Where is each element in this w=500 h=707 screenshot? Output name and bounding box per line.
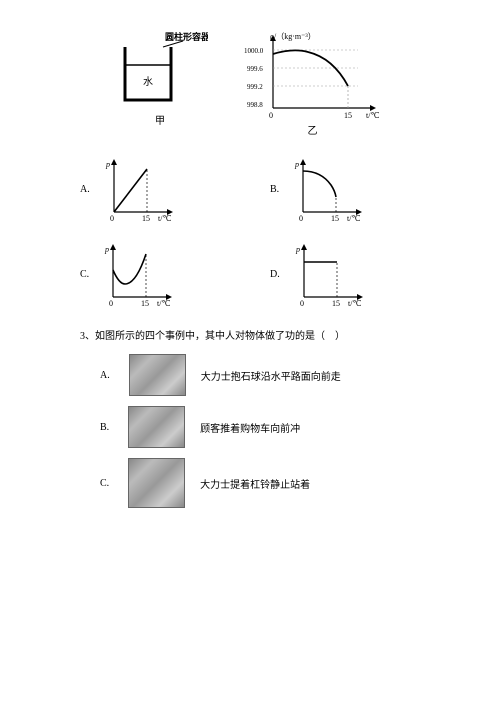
xtick-0: 0	[269, 111, 273, 120]
option-b-label: B.	[270, 184, 279, 195]
opt-b-x1: 15	[331, 214, 339, 222]
q3-option-b: B. 顾客推着购物车向前冲	[100, 406, 420, 448]
opt-c-ylabel: p	[104, 245, 109, 254]
opt-d-xlabel: t/℃	[348, 299, 361, 307]
opt-b-xlabel: t/℃	[347, 214, 360, 222]
opt-b-ylabel: p	[294, 160, 299, 169]
option-c-label: C.	[80, 269, 89, 280]
caption-yi: 乙	[308, 122, 318, 137]
q3-a-label: A.	[100, 370, 110, 381]
caption-jia: 甲	[155, 112, 165, 127]
density-graph-svg: ρ/（kg·m⁻³） 1000.0 999.6 999.2 998.8 0 15…	[238, 30, 388, 120]
opt-a-x1: 15	[142, 214, 150, 222]
figure-density-graph: ρ/（kg·m⁻³） 1000.0 999.6 999.2 998.8 0 15…	[238, 30, 388, 137]
figure-container: 圆柱形容器 水 甲	[113, 30, 208, 137]
option-b-chart: p 0 15 t/℃	[291, 157, 366, 222]
density-xlabel: t/℃	[366, 111, 379, 120]
opt-b-x0: 0	[299, 214, 303, 222]
option-a-chart: p 0 15 t/℃	[102, 157, 177, 222]
option-c: C. p 0 15 t/℃	[80, 242, 230, 307]
q3-a-image	[129, 354, 186, 396]
density-ylabel: ρ/（kg·m⁻³）	[270, 32, 316, 41]
container-svg: 圆柱形容器 水	[113, 30, 208, 110]
opt-a-x0: 0	[110, 214, 114, 222]
opt-c-xlabel: t/℃	[157, 299, 170, 307]
option-a-label: A.	[80, 184, 90, 195]
q3-a-text: 大力士抱石球沿水平路面向前走	[201, 368, 341, 383]
ytick-3: 998.8	[247, 101, 263, 109]
q3-b-image	[128, 406, 185, 448]
opt-d-x1: 15	[332, 299, 340, 307]
ytick-2: 999.2	[247, 83, 263, 91]
option-c-chart: p 0 15 t/℃	[101, 242, 176, 307]
q3-c-image	[128, 458, 185, 508]
ytick-1: 999.6	[247, 65, 263, 73]
opt-a-ylabel: p	[105, 160, 110, 169]
opt-a-xlabel: t/℃	[158, 214, 171, 222]
q3-option-c: C. 大力士提着杠铃静止站着	[100, 458, 420, 508]
option-charts-grid: A. p 0 15 t/℃ B. p	[80, 157, 420, 307]
option-d-chart: p 0 15 t/℃	[292, 242, 367, 307]
opt-d-ylabel: p	[295, 245, 300, 254]
opt-c-x1: 15	[141, 299, 149, 307]
q3-b-label: B.	[100, 422, 109, 433]
q3-c-label: C.	[100, 478, 109, 489]
option-d-label: D.	[270, 269, 280, 280]
container-label-text: 圆柱形容器	[165, 31, 208, 42]
question-3-text: 3、如图所示的四个事例中，其中人对物体做了功的是（ ）	[80, 327, 420, 342]
q3-b-text: 顾客推着购物车向前冲	[200, 420, 300, 435]
top-figures-row: 圆柱形容器 水 甲 ρ/（kg·m⁻³） 10	[80, 30, 420, 137]
option-b: B. p 0 15 t/℃	[270, 157, 420, 222]
opt-c-x0: 0	[109, 299, 113, 307]
q3-c-text: 大力士提着杠铃静止站着	[200, 476, 310, 491]
xtick-1: 15	[344, 111, 352, 120]
ytick-0: 1000.0	[244, 47, 264, 55]
opt-d-x0: 0	[300, 299, 304, 307]
q3-option-a: A. 大力士抱石球沿水平路面向前走	[100, 354, 420, 396]
option-d: D. p 0 15 t/℃	[270, 242, 420, 307]
option-a: A. p 0 15 t/℃	[80, 157, 230, 222]
water-label: 水	[143, 76, 153, 88]
